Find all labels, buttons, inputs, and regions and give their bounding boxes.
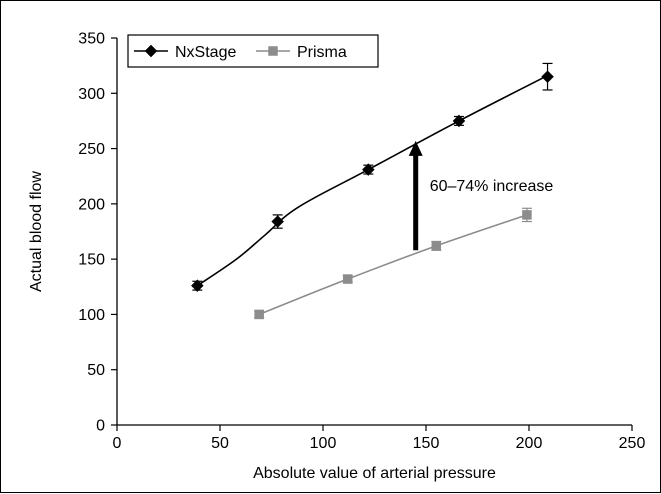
data-point [361, 163, 375, 176]
x-tick-label: 100 [310, 435, 337, 452]
x-tick-label: 200 [516, 435, 543, 452]
increase-annotation: 60–74% increase [408, 140, 554, 251]
y-tick-label: 150 [78, 252, 105, 269]
legend-marker [268, 46, 278, 56]
data-point [522, 210, 532, 220]
data-point [452, 114, 466, 128]
legend-label: NxStage [175, 44, 236, 61]
y-tick-label: 300 [78, 86, 105, 103]
legend-box [127, 34, 379, 68]
y-tick-label: 0 [96, 418, 105, 435]
legend: NxStage Prisma [127, 34, 379, 68]
data-point [190, 279, 204, 293]
annotation-label: 60–74% increase [430, 178, 554, 195]
x-tick-label: 50 [211, 435, 229, 452]
data-point [342, 274, 353, 284]
legend-label: Prisma [297, 44, 347, 61]
annotation-arrow-head [408, 140, 423, 156]
data-point [541, 70, 554, 84]
y-tick-label: 50 [87, 362, 105, 379]
y-tick-label: 200 [78, 196, 105, 213]
y-tick-label: 350 [78, 31, 105, 48]
y-tick-label: 100 [78, 307, 105, 324]
data-point [271, 215, 285, 228]
data-point [431, 241, 442, 251]
x-tick-label: 0 [113, 435, 122, 452]
series-nxstage [190, 62, 554, 293]
y-tick-label: 250 [78, 141, 105, 158]
legend-marker [144, 44, 158, 58]
x-axis-title: Absolute value of arterial pressure [253, 465, 496, 482]
series-line [258, 214, 528, 316]
data-point [254, 309, 264, 320]
series-prisma [254, 207, 532, 320]
x-tick-label: 250 [619, 435, 646, 452]
x-tick-label: 150 [413, 435, 440, 452]
y-axis-title: Actual blood flow [28, 171, 45, 292]
